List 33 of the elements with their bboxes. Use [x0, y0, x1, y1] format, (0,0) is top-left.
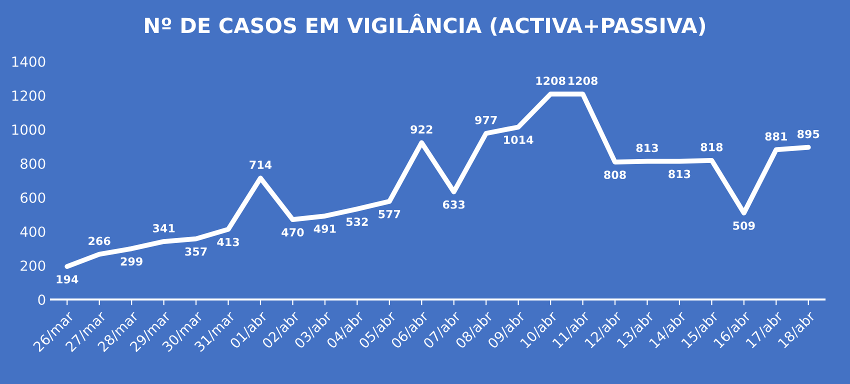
- data-label: 470: [282, 228, 304, 237]
- data-label: 194: [56, 275, 78, 284]
- data-label: 813: [636, 144, 658, 152]
- y-tick-label: 400: [20, 226, 46, 237]
- data-label: 509: [733, 221, 755, 230]
- data-label: 881: [765, 132, 787, 141]
- data-label: 299: [120, 257, 142, 266]
- data-label: 491: [314, 224, 336, 233]
- data-label: 532: [346, 218, 368, 226]
- data-label: 357: [185, 247, 207, 256]
- data-label: 808: [604, 170, 626, 180]
- data-label: 818: [700, 142, 723, 152]
- data-label: 895: [797, 130, 820, 138]
- y-tick-label: 800: [20, 158, 46, 169]
- data-label: 1014: [504, 136, 534, 144]
- data-label: 577: [378, 210, 400, 218]
- y-tick-label: 1400: [12, 56, 46, 67]
- chart-title: Nº DE CASOS EM VIGILÂNCIA (ACTIVA+PASSIVA): [145, 14, 706, 36]
- data-label: 266: [88, 236, 110, 246]
- y-tick-label: 200: [20, 260, 46, 271]
- data-label: 633: [442, 200, 465, 209]
- y-tick-label: 0: [38, 294, 46, 305]
- data-label: 813: [668, 170, 690, 178]
- data-label: 413: [217, 238, 239, 246]
- data-label: 922: [410, 125, 432, 134]
- y-tick-label: 600: [20, 192, 46, 203]
- y-tick-label: 1200: [12, 90, 46, 101]
- y-tick-label: 1000: [12, 124, 46, 135]
- data-label: 341: [152, 224, 175, 232]
- data-label: 714: [250, 160, 272, 169]
- data-label: 977: [475, 116, 497, 124]
- data-label: 1208: [568, 76, 598, 85]
- data-label: 1208: [536, 76, 566, 85]
